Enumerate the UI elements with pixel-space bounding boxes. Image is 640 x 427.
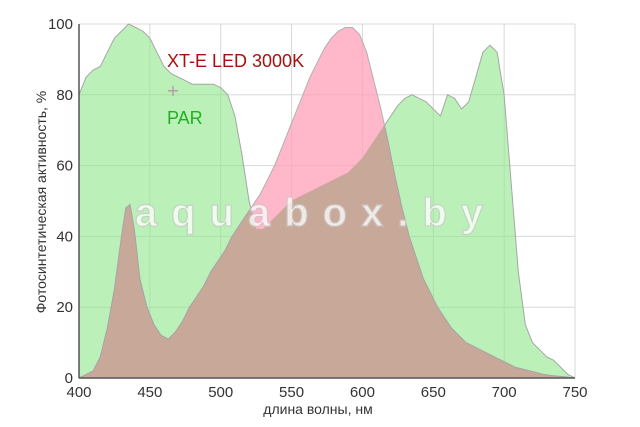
x-tick-label: 400: [66, 384, 91, 401]
legend-par-label: PAR: [167, 108, 203, 128]
legend-led-label: XT-E LED 3000K: [167, 51, 304, 71]
tick-labels: 400 450 500 550 600 650 700 750 0 20 40 60 80 100: [48, 16, 588, 401]
y-tick-label: 40: [56, 228, 73, 245]
y-tick-label: 80: [56, 87, 73, 104]
y-tick-label: 60: [56, 158, 73, 175]
x-tick-label: 750: [562, 384, 587, 401]
x-tick-label: 500: [208, 384, 233, 401]
y-tick-label: 100: [48, 16, 73, 33]
x-tick-label: 700: [492, 384, 517, 401]
x-tick-label: 650: [421, 384, 446, 401]
y-tick-label: 20: [56, 299, 73, 316]
x-tick-label: 550: [279, 384, 304, 401]
watermark-text: aquabox.by: [135, 191, 497, 235]
x-tick-label: 600: [350, 384, 375, 401]
axes: [78, 24, 575, 379]
y-axis-title: Фотосинтетическая активность, %: [33, 91, 49, 313]
legend-crosshair-icon: +: [166, 81, 179, 100]
y-tick-label: 0: [65, 370, 73, 387]
x-axis-title: длина волны, нм: [263, 401, 372, 417]
x-tick-label: 450: [137, 384, 162, 401]
